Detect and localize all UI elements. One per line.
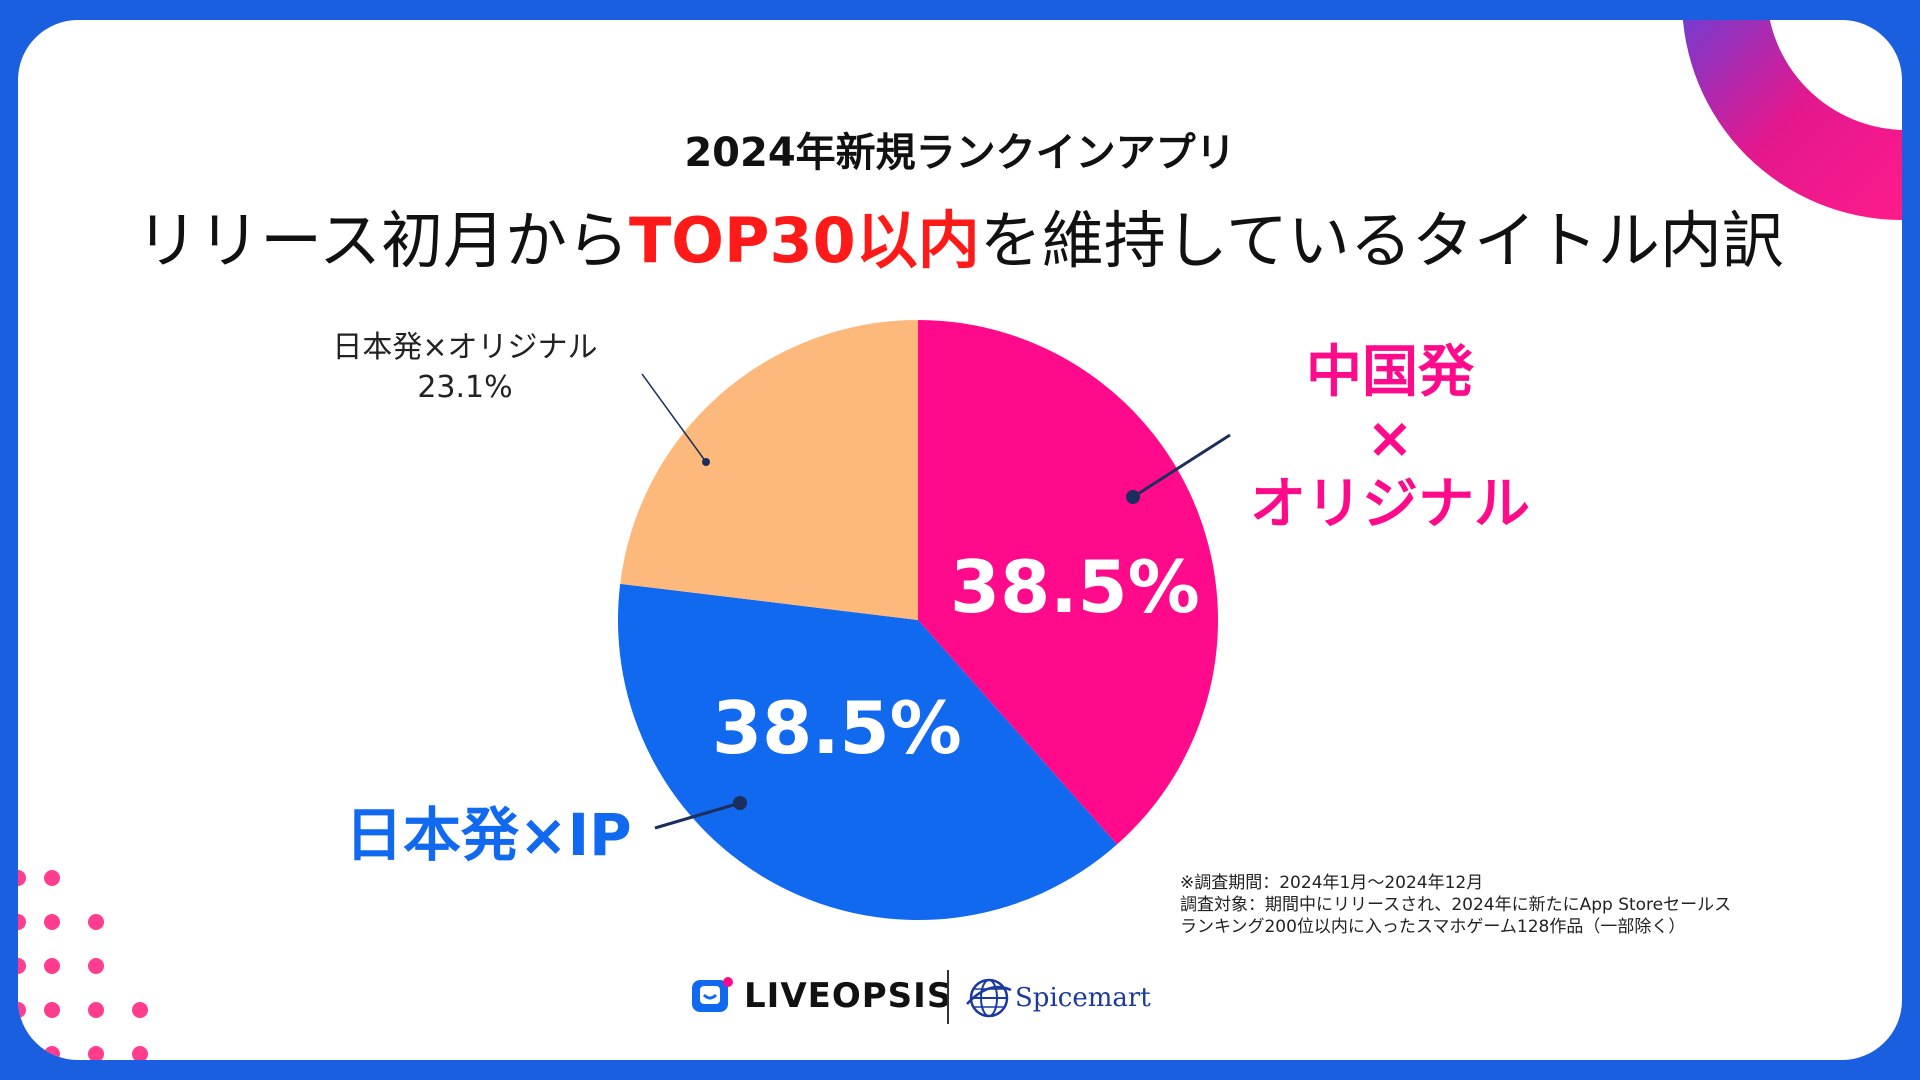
title-text-post: を維持しているタイトル内訳 [979,204,1784,277]
pattern-dot [132,1046,148,1060]
slice-label-cn-line1: 中国発 [1306,340,1474,405]
survey-notes: ※調査期間：2024年1月〜2024年12月 調査対象：期間中にリリースされ、2… [1180,872,1731,938]
slice-label-cn-line2: × [1366,406,1414,471]
pattern-dot [18,914,26,930]
pie-slice-jp-ip [617,583,1117,920]
pie-slice-jp-original [620,320,918,620]
leader-line-jp-ip [654,801,741,830]
leader-line-jp-ip-dot [733,796,747,810]
slice-label-cn-line3: オリジナル [1250,472,1530,537]
slice-label-jp-original-value: 23.1% [417,370,513,405]
slice-label-jp-ip: 日本発×IP [345,801,632,869]
pattern-dot [132,1002,148,1018]
leader-line-jp-original [641,373,707,463]
pie-slice-cn-original [918,320,1218,845]
note-line-1: ※調査期間：2024年1月〜2024年12月 [1180,873,1484,893]
spicemart-logo: Spicemart [965,974,1151,1022]
pattern-dot [88,1002,104,1018]
chart-title-line1: 2024年新規ランクインアプリ [684,130,1236,176]
pattern-dot [44,958,60,974]
pattern-dot [44,1002,60,1018]
liveopsis-logo: LIVEOPSIS [690,976,952,1016]
chart-title-line2: リリース初月からTOP30以内を維持しているタイトル内訳 [18,190,1902,280]
title-text-highlight: TOP30以内 [629,204,980,277]
pattern-dot [88,1046,104,1060]
logo-divider [947,970,949,1024]
slice-label-jp-original-name: 日本発×オリジナル [332,330,598,365]
pattern-dot [18,958,26,974]
slice-value-jp-ip: 38.5% [712,686,962,770]
pattern-dot [18,870,26,886]
corner-arc-decoration [1682,20,1902,220]
title-text-pre: リリース初月から [136,204,630,277]
dot-pattern-decoration [18,870,148,1060]
pattern-dot [88,958,104,974]
note-line-2: 調査対象：期間中にリリースされ、2024年に新たにApp Storeセールス [1180,895,1732,915]
slice-label-jp-original: 日本発×オリジナル 23.1% [300,328,630,408]
pattern-dot [18,1002,26,1018]
leader-line-cn [1132,433,1231,499]
slice-value-cn-original: 38.5% [950,545,1200,629]
liveopsis-mark-icon [692,977,733,1012]
pattern-dot [44,870,60,886]
spicemart-wordmark: Spicemart [1015,983,1151,1013]
leader-line-cn-dot [1126,490,1140,504]
globe-icon [966,978,1012,1018]
pattern-dot [44,1046,60,1060]
leader-line-jp-original-dot [702,458,710,466]
pattern-dot [88,914,104,930]
pattern-dot [18,1046,26,1060]
note-line-3: ランキング200位以内に入ったスマホゲーム128作品（一部除く） [1180,917,1686,937]
pattern-dot [44,914,60,930]
slice-label-cn-original: 中国発 × オリジナル [1210,340,1570,538]
liveopsis-wordmark: LIVEOPSIS [744,976,953,1016]
